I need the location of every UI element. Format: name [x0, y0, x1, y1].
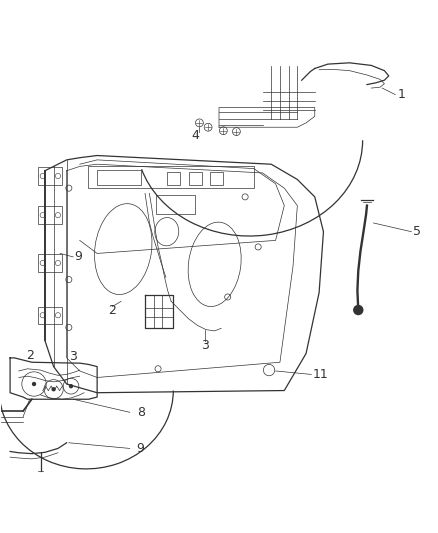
- Text: 8: 8: [137, 406, 145, 419]
- Text: 3: 3: [201, 339, 209, 352]
- Text: 5: 5: [413, 225, 420, 238]
- Text: 3: 3: [69, 350, 77, 363]
- Bar: [167, 173, 180, 184]
- Bar: [88, 166, 254, 188]
- Circle shape: [32, 382, 36, 386]
- Circle shape: [51, 387, 56, 391]
- Bar: [210, 173, 223, 184]
- Bar: [39, 206, 62, 224]
- Text: 2: 2: [26, 349, 34, 362]
- Circle shape: [353, 305, 364, 315]
- Bar: [39, 306, 62, 324]
- Bar: [188, 173, 201, 184]
- Circle shape: [69, 384, 73, 389]
- Bar: [97, 170, 141, 184]
- Text: 9: 9: [137, 442, 145, 455]
- Bar: [156, 195, 195, 214]
- Text: 2: 2: [109, 303, 117, 317]
- Bar: [39, 254, 62, 272]
- Text: 4: 4: [191, 130, 199, 142]
- Bar: [39, 167, 62, 184]
- Text: 9: 9: [74, 251, 82, 263]
- Text: 1: 1: [397, 88, 405, 101]
- Text: 11: 11: [313, 368, 328, 381]
